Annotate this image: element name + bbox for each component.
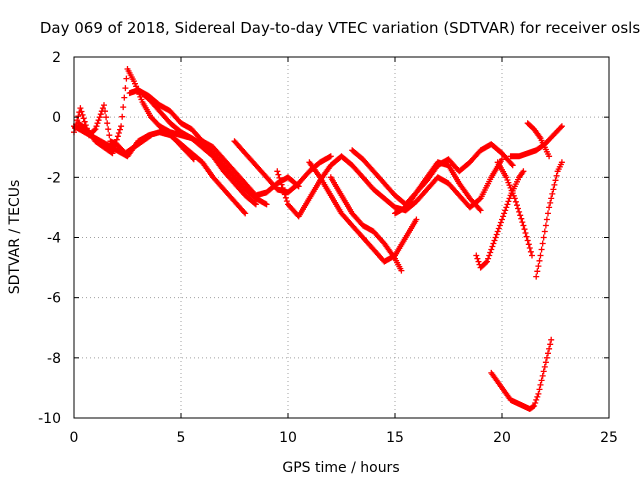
x-tick-label: 0 <box>70 430 79 446</box>
x-tick-label: 10 <box>279 430 297 446</box>
data-series-sat-m <box>413 156 505 211</box>
data-markers <box>156 123 270 208</box>
data-series-sat-g <box>231 138 334 196</box>
x-tick-label: 15 <box>386 430 404 446</box>
y-tick-label: -8 <box>47 351 61 367</box>
data-series-sat-f <box>156 123 270 208</box>
data-markers <box>507 123 565 160</box>
data-markers <box>413 156 505 211</box>
data-series-sat-s <box>488 336 555 412</box>
data-markers <box>473 168 527 271</box>
y-axis-label: SDTVAR / TECUs <box>7 180 23 295</box>
data-series-sat-n <box>473 168 527 271</box>
data-series-sat-q <box>533 159 565 280</box>
data-markers <box>231 138 334 196</box>
data-markers <box>533 159 565 280</box>
x-tick-label: 20 <box>493 430 511 446</box>
data-series-sat-j <box>327 174 405 274</box>
data-markers <box>494 159 535 259</box>
series-layer <box>71 66 565 412</box>
data-markers <box>488 336 555 412</box>
chart-title: Day 069 of 2018, Sidereal Day-to-day VTE… <box>40 19 640 37</box>
y-tick-label: 0 <box>52 110 61 126</box>
data-series-sat-r <box>524 120 553 160</box>
data-markers <box>327 174 405 274</box>
y-tick-label: -10 <box>38 411 61 427</box>
y-tick-label: -4 <box>47 231 61 247</box>
data-series-sat-o <box>494 159 535 259</box>
grid-layer <box>74 57 609 418</box>
y-tick-label: -6 <box>47 291 61 307</box>
data-series-sat-p <box>507 123 565 160</box>
y-tick-label: -2 <box>47 170 61 186</box>
data-series-sat-l <box>392 141 516 217</box>
data-markers <box>524 120 553 160</box>
x-tick-label: 5 <box>177 430 186 446</box>
data-markers <box>392 141 516 217</box>
x-tick-label: 25 <box>600 430 618 446</box>
y-tick-label: 2 <box>52 50 61 66</box>
x-axis-label: GPS time / hours <box>282 460 399 476</box>
